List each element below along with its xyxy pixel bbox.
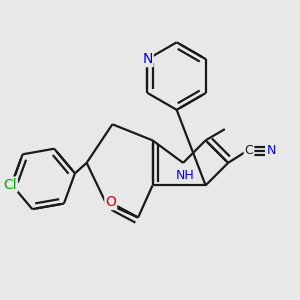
Text: NH: NH [175, 169, 194, 182]
Text: O: O [105, 195, 116, 209]
Text: C: C [244, 144, 253, 157]
Text: N: N [142, 52, 153, 66]
Text: N: N [267, 144, 276, 157]
Text: Cl: Cl [3, 178, 17, 191]
